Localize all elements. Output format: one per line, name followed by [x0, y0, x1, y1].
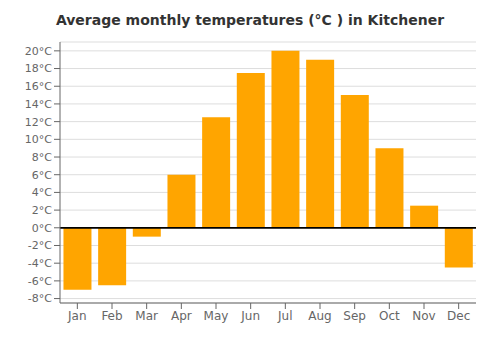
svg-text:-6°C: -6°C — [28, 275, 52, 288]
svg-text:4°C: 4°C — [32, 186, 52, 199]
svg-text:-8°C: -8°C — [28, 292, 52, 305]
svg-text:Nov: Nov — [412, 309, 435, 323]
svg-text:16°C: 16°C — [25, 80, 52, 93]
svg-text:Dec: Dec — [447, 309, 470, 323]
svg-text:10°C: 10°C — [25, 133, 52, 146]
svg-text:Oct: Oct — [379, 309, 400, 323]
svg-text:2°C: 2°C — [32, 204, 52, 217]
svg-text:Apr: Apr — [171, 309, 192, 323]
svg-text:Jul: Jul — [277, 309, 292, 323]
svg-text:Feb: Feb — [101, 309, 122, 323]
svg-text:Mar: Mar — [135, 309, 158, 323]
svg-text:-4°C: -4°C — [28, 257, 52, 270]
svg-text:Jan: Jan — [67, 309, 87, 323]
svg-text:-2°C: -2°C — [28, 239, 52, 252]
svg-text:May: May — [204, 309, 229, 323]
svg-text:0°C: 0°C — [32, 222, 52, 235]
svg-text:Aug: Aug — [308, 309, 331, 323]
svg-text:Sep: Sep — [343, 309, 366, 323]
svg-text:12°C: 12°C — [25, 116, 52, 129]
svg-text:20°C: 20°C — [25, 45, 52, 58]
svg-text:18°C: 18°C — [25, 62, 52, 75]
html-text:Average monthly temperatures (: Average monthly temperatures (°C ) in Ki… — [55, 12, 445, 28]
svg-text:Jun: Jun — [240, 309, 260, 323]
svg-text:14°C: 14°C — [25, 98, 52, 111]
svg-text:6°C: 6°C — [32, 169, 52, 182]
svg-text:8°C: 8°C — [32, 151, 52, 164]
